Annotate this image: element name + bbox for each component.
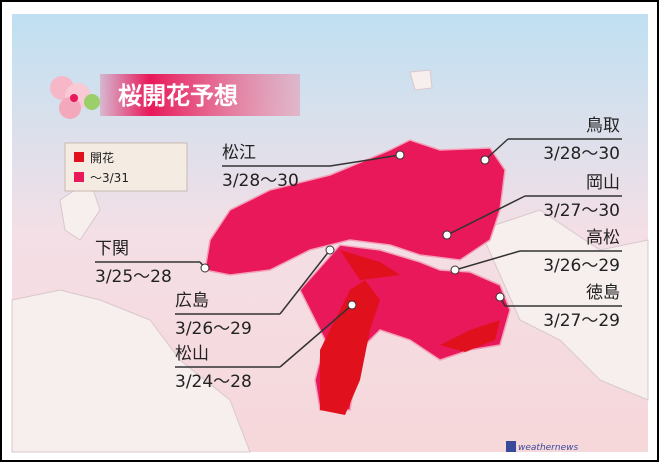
leader-line	[446, 195, 526, 236]
city-name: 松江	[222, 143, 256, 163]
city-date: 3/24～28	[175, 372, 252, 392]
city-date: 3/26～29	[175, 319, 252, 339]
bloomed-area	[340, 250, 500, 352]
leader-line	[329, 154, 401, 167]
leader-line	[454, 250, 521, 271]
leader-line	[279, 249, 331, 315]
legend-label: 開花	[90, 150, 114, 165]
bloomed-area	[320, 280, 380, 415]
legend-swatch	[74, 172, 84, 182]
city-name: 鳥取	[586, 116, 620, 136]
land	[11, 69, 649, 453]
city-date: 3/25～28	[95, 267, 172, 287]
city-date: 3/27～30	[543, 201, 620, 221]
city-dot	[395, 150, 405, 160]
city-date: 3/26～29	[543, 256, 620, 276]
city-name: 徳島	[586, 283, 620, 303]
city-dot	[495, 292, 505, 302]
leader-line	[484, 138, 509, 161]
flower-icon	[50, 76, 100, 119]
legend-swatch	[74, 152, 84, 162]
city-dot	[442, 230, 452, 240]
legend-label: ～3/31	[90, 171, 129, 185]
city-date: 3/28～30	[543, 144, 620, 164]
logo: weathernews	[518, 443, 578, 453]
city-date: 3/28～30	[222, 171, 299, 191]
city-dot	[450, 265, 460, 275]
city-name: 高松	[586, 228, 620, 248]
city-dot	[200, 263, 210, 273]
city-dot	[480, 155, 490, 165]
city-name: 広島	[175, 291, 209, 311]
title-banner	[100, 74, 300, 116]
leader-line	[279, 304, 353, 368]
legend	[64, 142, 188, 192]
city-date: 3/27～29	[543, 311, 620, 331]
city-name: 岡山	[586, 173, 620, 193]
city-name: 下関	[95, 239, 129, 259]
title: 桜開花予想	[118, 82, 238, 110]
city-dot	[347, 300, 357, 310]
city-dot	[325, 245, 335, 255]
city-name: 松山	[175, 344, 209, 364]
chugoku	[204, 139, 506, 276]
logo-icon	[506, 441, 516, 452]
